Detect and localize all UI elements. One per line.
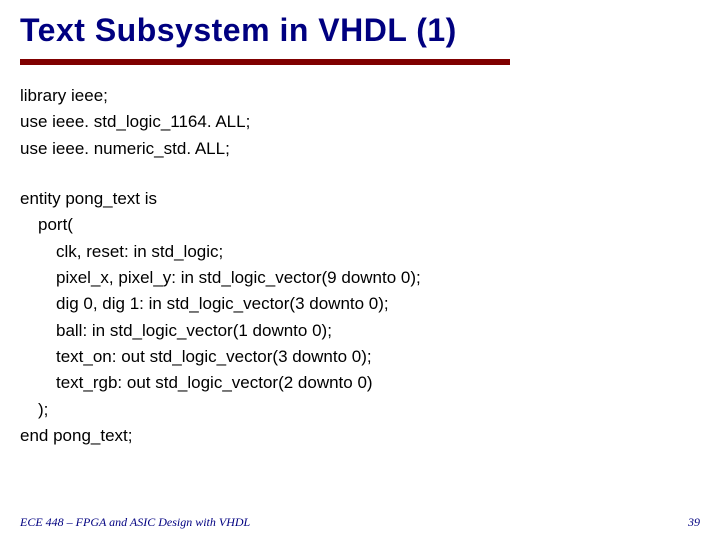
title-divider [20,59,510,65]
code-line: use ieee. numeric_std. ALL; [20,136,700,162]
code-line: library ieee; [20,83,700,109]
code-line: ball: in std_logic_vector(1 downto 0); [20,318,700,344]
code-line: end pong_text; [20,423,700,449]
code-line: use ieee. std_logic_1164. ALL; [20,109,700,135]
slide-title: Text Subsystem in VHDL (1) [20,12,700,49]
code-line: pixel_x, pixel_y: in std_logic_vector(9 … [20,265,700,291]
slide: Text Subsystem in VHDL (1) library ieee;… [0,0,720,540]
code-line: clk, reset: in std_logic; [20,239,700,265]
code-line: text_rgb: out std_logic_vector(2 downto … [20,370,700,396]
code-line: entity pong_text is [20,186,700,212]
code-line [20,162,700,186]
code-block: library ieee;use ieee. std_logic_1164. A… [20,83,700,449]
page-number: 39 [688,515,700,530]
footer: ECE 448 – FPGA and ASIC Design with VHDL… [20,515,700,530]
footer-course: ECE 448 – FPGA and ASIC Design with VHDL [20,515,250,530]
code-line: text_on: out std_logic_vector(3 downto 0… [20,344,700,370]
code-line: dig 0, dig 1: in std_logic_vector(3 down… [20,291,700,317]
code-line: ); [20,397,700,423]
code-line: port( [20,212,700,238]
